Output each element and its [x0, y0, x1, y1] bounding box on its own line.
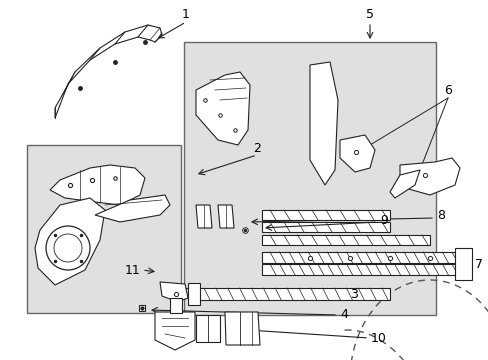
Polygon shape [196, 315, 220, 342]
Text: 11: 11 [124, 264, 140, 276]
Text: 3: 3 [349, 288, 357, 302]
Text: 5: 5 [365, 8, 373, 21]
Polygon shape [218, 205, 234, 228]
Polygon shape [309, 62, 337, 185]
Polygon shape [224, 312, 260, 345]
Polygon shape [196, 288, 389, 300]
Polygon shape [55, 25, 162, 118]
Text: 9: 9 [379, 213, 387, 226]
Polygon shape [262, 252, 459, 263]
Text: 1: 1 [182, 8, 189, 21]
Polygon shape [262, 235, 429, 245]
Text: 4: 4 [339, 309, 347, 321]
Polygon shape [170, 298, 182, 313]
Polygon shape [262, 210, 389, 220]
Text: 8: 8 [436, 208, 444, 221]
Polygon shape [187, 283, 200, 305]
Bar [27, 145, 181, 313]
Text: 2: 2 [253, 141, 261, 154]
Polygon shape [389, 170, 419, 198]
Text: 10: 10 [370, 332, 386, 345]
Text: 6: 6 [443, 84, 451, 96]
Circle shape [54, 234, 82, 262]
Polygon shape [95, 195, 170, 222]
Polygon shape [155, 312, 195, 350]
Polygon shape [399, 158, 459, 195]
Polygon shape [50, 165, 145, 205]
Polygon shape [339, 135, 374, 172]
Polygon shape [196, 72, 249, 145]
Polygon shape [196, 205, 212, 228]
Text: 7: 7 [474, 258, 482, 271]
Circle shape [46, 226, 90, 270]
Polygon shape [454, 248, 471, 280]
Polygon shape [262, 264, 459, 275]
Polygon shape [160, 282, 187, 302]
Bar [183, 42, 435, 315]
Polygon shape [35, 198, 105, 285]
Polygon shape [262, 222, 389, 232]
